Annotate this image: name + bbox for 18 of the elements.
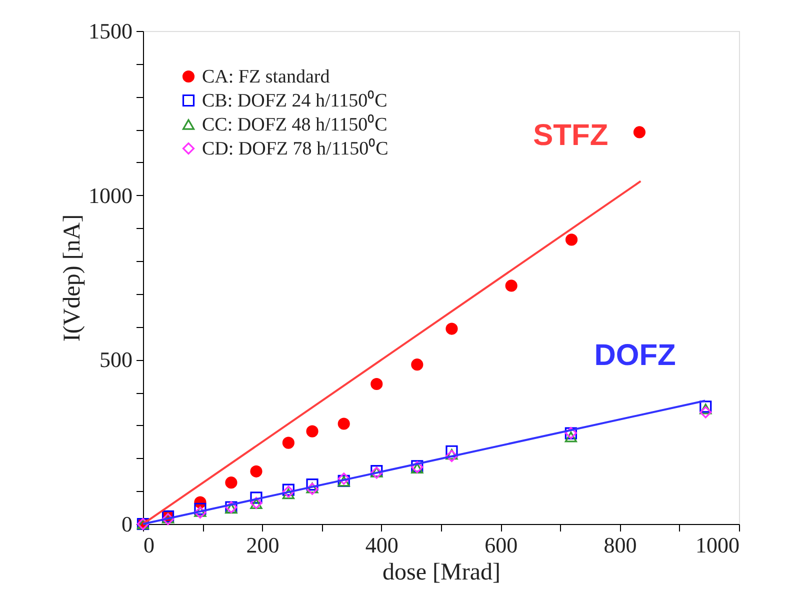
y-tick-label: 1500 — [88, 18, 132, 44]
legend-label: CC: DOFZ 48 h/1150⁰C — [202, 114, 388, 136]
x-axis-title: dose [Mrad] — [382, 560, 500, 586]
x-tick-label: 0 — [144, 532, 154, 558]
x-tick-label: 400 — [365, 532, 398, 558]
annotation: STFZ — [533, 119, 608, 152]
y-tick-label: 1000 — [88, 182, 132, 208]
legend-label: CD: DOFZ 78 h/1150⁰C — [202, 138, 388, 160]
y-axis-title: I(Vdep) [nA] — [60, 214, 86, 342]
legend-label: CA: FZ standard — [202, 66, 330, 88]
x-tick-label: 200 — [246, 532, 280, 558]
legend-label: CB: DOFZ 24 h/1150⁰C — [202, 90, 388, 112]
annotation: DOFZ — [594, 338, 676, 372]
x-tick-label: 800 — [604, 532, 637, 558]
y-tick-label: 500 — [100, 347, 132, 372]
x-tick-label: 1000 — [696, 532, 740, 558]
x-tick-label: 600 — [484, 532, 518, 558]
y-tick-label: 0 — [122, 512, 132, 536]
